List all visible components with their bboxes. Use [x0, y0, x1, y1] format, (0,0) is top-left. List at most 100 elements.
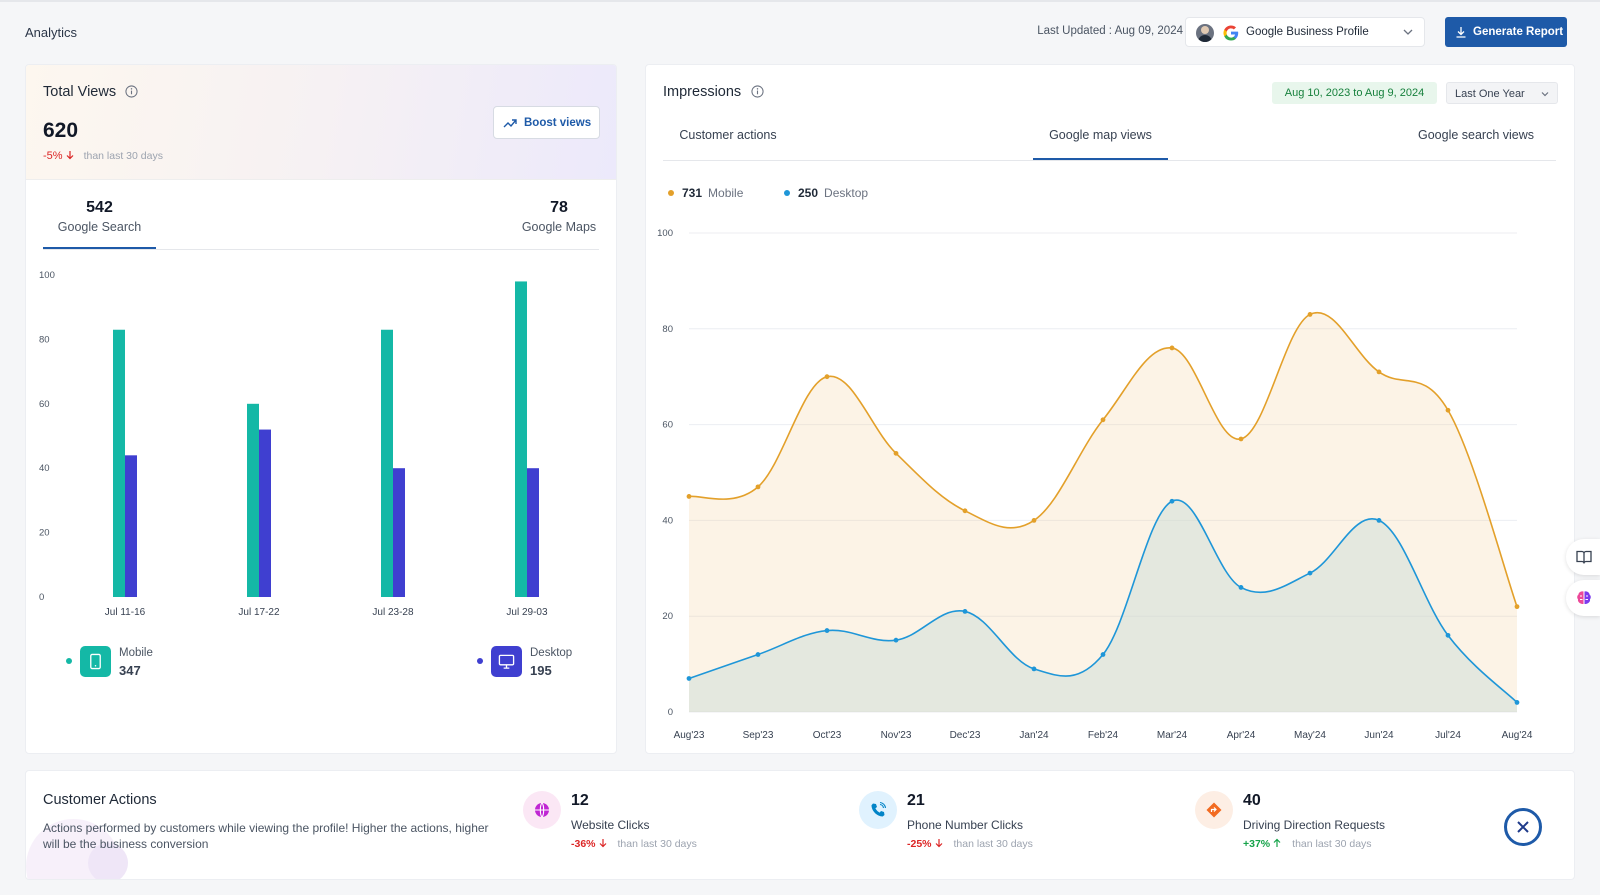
y-tick-label: 80	[662, 324, 673, 335]
x-tick-label: Oct'23	[813, 730, 842, 741]
total-views-value: 620	[43, 119, 79, 142]
direction-requests-label: Driving Direction Requests	[1243, 818, 1386, 832]
divider	[663, 160, 1556, 161]
ai-assistant-button[interactable]	[1566, 580, 1600, 616]
y-tick-label: 60	[39, 399, 50, 410]
point-desktop	[1100, 652, 1106, 657]
tab-google-maps[interactable]: 78 Google Maps	[504, 199, 614, 249]
tab-google-map-views[interactable]: Google map views	[1033, 128, 1168, 160]
bar-desktop	[125, 455, 137, 597]
chat-button[interactable]	[1504, 808, 1542, 846]
bar-mobile	[381, 329, 393, 597]
point-mobile	[824, 374, 830, 380]
tab-google-search[interactable]: 542 Google Search	[43, 199, 156, 249]
customer-actions-title: Customer Actions	[43, 792, 157, 808]
change-value: -5%	[43, 150, 63, 162]
x-tick-label: Jul 11-16	[105, 607, 146, 618]
legend-mobile-label: Mobile	[708, 186, 744, 200]
tablet-icon-box	[80, 646, 111, 677]
directions-icon	[1206, 802, 1222, 818]
phone-icon	[871, 801, 887, 817]
point-mobile	[1031, 518, 1037, 523]
point-desktop	[824, 628, 830, 633]
globe-icon-circle	[523, 791, 561, 829]
bar-desktop	[527, 468, 539, 597]
point-desktop	[1169, 498, 1175, 504]
brain-icon	[1577, 591, 1591, 604]
point-desktop	[1238, 585, 1244, 590]
tab-google-search-views[interactable]: Google search views	[1417, 128, 1535, 142]
y-tick-label: 80	[39, 334, 50, 345]
x-tick-label: Apr'24	[1227, 730, 1256, 741]
website-clicks-value: 12	[571, 792, 589, 809]
legend-mobile-value: 347	[119, 663, 141, 678]
y-tick-label: 40	[662, 515, 673, 526]
page-header: Analytics Last Updated : Aug 09, 2024 Go…	[25, 16, 1575, 48]
google-search-count: 542	[86, 199, 113, 216]
decorative-blob	[88, 843, 128, 879]
point-mobile	[962, 508, 968, 514]
boost-views-button[interactable]: Boost views	[493, 106, 600, 139]
line-mobile	[688, 311, 1518, 607]
generate-report-button[interactable]: Generate Report	[1445, 17, 1567, 47]
phone-clicks-value: 21	[907, 792, 925, 809]
guide-button[interactable]	[1566, 539, 1600, 575]
point-mobile	[1514, 604, 1520, 610]
monitor-icon-box	[491, 646, 522, 677]
tab-customer-actions[interactable]: Customer actions	[679, 128, 777, 142]
point-mobile	[893, 450, 899, 456]
bar-desktop	[393, 468, 405, 597]
legend-dot	[668, 190, 674, 196]
change-sub: than last 30 days	[617, 838, 697, 850]
arrow-down-icon	[66, 151, 73, 160]
legend-desktop-value: 250	[798, 186, 819, 200]
profile-select[interactable]: Google Business Profile	[1185, 17, 1425, 47]
google-maps-count: 78	[550, 199, 568, 216]
x-tick-label: Dec'23	[950, 730, 981, 741]
book-icon	[1576, 550, 1592, 564]
point-mobile	[686, 494, 692, 499]
period-select-label: Last One Year	[1455, 88, 1525, 100]
chevron-down-icon	[1541, 92, 1549, 97]
y-tick-label: 0	[39, 592, 44, 603]
directions-icon-circle	[1195, 791, 1233, 829]
point-mobile	[1100, 417, 1106, 423]
info-icon[interactable]	[125, 85, 138, 98]
y-tick-label: 100	[39, 270, 55, 281]
x-tick-label: Jul 23-28	[372, 607, 414, 618]
period-select[interactable]: Last One Year	[1446, 82, 1558, 104]
x-tick-label: Aug'24	[1502, 730, 1533, 741]
x-tick-label: Jul 17-22	[238, 607, 280, 618]
legend-mobile-label: Mobile	[119, 647, 153, 659]
bar-mobile	[515, 281, 527, 597]
legend-desktop: 250 Desktop	[784, 186, 868, 200]
total-views-change: -5% than last 30 days	[43, 150, 163, 162]
tablet-icon	[90, 653, 101, 670]
change-value: +37%	[1243, 838, 1271, 850]
legend-desktop-value: 195	[530, 663, 552, 678]
y-tick-label: 60	[662, 420, 673, 431]
point-mobile	[1376, 369, 1382, 375]
top-strip	[0, 0, 1600, 2]
x-tick-label: Jun'24	[1364, 730, 1394, 741]
area-mobile	[689, 312, 1517, 712]
point-desktop	[755, 652, 761, 657]
page-title: Analytics	[25, 25, 78, 40]
x-tick-label: Jul 29-03	[506, 607, 548, 618]
impressions-line-chart: 0 20 40 60 80 100 Aug'23 Sep'23 Oct'23 Nov'23 Dec'…	[657, 228, 1533, 741]
website-clicks-change: -36% than last 30 days	[571, 838, 697, 850]
info-icon[interactable]	[751, 85, 764, 98]
phone-icon-circle	[859, 791, 897, 829]
phone-clicks-change: -25% than last 30 days	[907, 838, 1033, 850]
legend-dot	[784, 190, 790, 196]
views-bar-chart: 0 20 40 60 80 100 Jul 11-16 Jul 17-22 Jul 23-28 J…	[39, 270, 548, 618]
x-tick-label: Aug'23	[674, 730, 705, 741]
globe-icon	[535, 802, 549, 818]
legend-dot	[66, 658, 72, 664]
monitor-icon	[498, 654, 515, 669]
point-desktop	[1376, 518, 1382, 523]
x-tick-label: Feb'24	[1088, 730, 1119, 741]
point-mobile	[1445, 407, 1451, 413]
metric-direction-requests: 40 Driving Direction Requests +37% than l…	[1195, 789, 1515, 859]
x-tick-label: Jan'24	[1019, 730, 1049, 741]
